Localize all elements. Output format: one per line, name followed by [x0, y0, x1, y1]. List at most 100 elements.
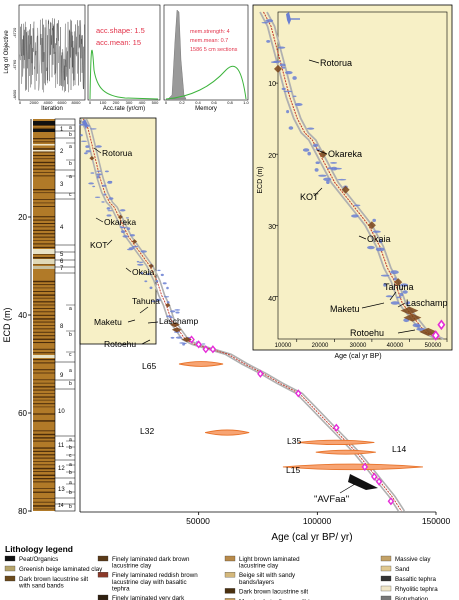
core-band	[33, 454, 55, 456]
core-band	[33, 342, 55, 344]
inset-radiocarbon-blob	[330, 166, 338, 171]
inset-radiocarbon-blob	[400, 283, 409, 287]
main-radiocarbon-blob	[166, 315, 173, 318]
main-model-mean	[82, 118, 402, 512]
main-top-blob	[82, 119, 88, 129]
main-radiocarbon-blob	[132, 245, 139, 248]
main-radiocarbon-blob	[166, 286, 169, 290]
legend-swatch	[4, 565, 16, 572]
legend-label: Dark brown lacustrine silt with sand band…	[18, 576, 88, 590]
avfaa-tephra-marker	[348, 474, 378, 490]
avfaa-arrow	[339, 483, 356, 494]
core-band	[33, 403, 55, 405]
main-radiocarbon-blob	[80, 134, 83, 137]
dated-layer-lens	[205, 429, 250, 436]
main-radiocarbon-blob	[94, 196, 101, 198]
core-band	[33, 420, 55, 422]
iteration-ylabel: Log of Objective	[4, 30, 10, 74]
core-marker-band	[33, 355, 55, 358]
inset-magenta-marker	[431, 330, 440, 341]
label-maketu: Maketu	[94, 317, 122, 327]
main-ytick-60: 60	[18, 409, 27, 418]
main-radiocarbon-blob	[96, 173, 102, 176]
main-radiocarbon-blob	[126, 227, 131, 231]
inset-xtick-30000: 30000	[350, 343, 367, 349]
inset-background	[252, 4, 453, 351]
main-plot: 50000 100000 150000 Age (cal yr BP/ yr) …	[79, 117, 450, 543]
subunit-a-13: a	[69, 480, 72, 486]
legend-items: Peat/Organics Greenish beige laminated cl…	[4, 555, 438, 600]
core-band	[33, 141, 55, 143]
label-rotoehu: Rotoehu	[104, 339, 136, 349]
dated-layer-lens	[315, 449, 376, 455]
main-radiocarbon-blob	[106, 207, 111, 210]
core-band	[33, 386, 55, 388]
accrate-xtick-4: 300	[126, 100, 133, 105]
core-band	[33, 406, 55, 408]
core-marker-band	[33, 121, 55, 125]
core-band	[33, 396, 55, 398]
iteration-ytick-3: -4720	[12, 27, 17, 38]
core-band	[33, 124, 55, 126]
core-band	[33, 192, 55, 194]
inset-tephra-marker	[403, 313, 422, 322]
inset-tephra-marker	[274, 64, 282, 73]
legend-swatch	[97, 572, 109, 578]
inset-label-laschamp: Laschamp	[406, 298, 448, 308]
main-radiocarbon-blob	[125, 217, 129, 219]
core-band	[33, 253, 55, 255]
subunit-labels: a b a b a c a b c a b a b c a b a b b	[69, 125, 72, 510]
subunit-b-2: b	[69, 161, 72, 167]
inset-xtick-50000: 50000	[425, 343, 442, 349]
core-band	[33, 498, 55, 500]
inset-radiocarbon-blob	[417, 324, 421, 328]
dated-layer-lens	[282, 463, 423, 471]
subunit-a-11: a	[69, 437, 72, 443]
core-band	[33, 379, 55, 381]
core-band	[33, 294, 55, 296]
memory-panel: mem.strength: 4 mem.mean: 0.7 1586 5 cm …	[163, 4, 250, 112]
core-band	[33, 328, 55, 330]
core-band	[33, 301, 55, 303]
avfaa-label: "AVFaa"	[314, 494, 349, 505]
core-band	[33, 488, 55, 489]
core-band	[33, 457, 55, 459]
core-band	[33, 382, 55, 384]
main-radiocarbon-blob	[96, 176, 100, 179]
subunit-a-12: a	[69, 462, 72, 468]
main-radiocarbon-blob	[162, 282, 167, 285]
core-band	[33, 263, 55, 265]
inset-radiocarbon-blob	[323, 177, 332, 181]
stratigraphic-column: ECD (m) 20 40 60 80 1 2 3 4 5 6 7 8 9 10…	[2, 118, 76, 516]
iteration-ytick-1: -4800	[12, 89, 17, 100]
core-band	[33, 165, 55, 167]
memory-sections-label: 1586 5 cm sections	[190, 47, 238, 53]
core-band	[33, 158, 55, 160]
core-band	[33, 505, 55, 507]
main-xtick-50000: 50000	[186, 516, 210, 526]
core-band	[33, 161, 55, 164]
accrate-xtick-5: 400	[139, 100, 146, 105]
core-band	[33, 321, 55, 323]
main-radiocarbon-blob	[96, 175, 100, 177]
inset-label-rotoehu: Rotoehu	[350, 328, 384, 338]
subunit-b-1: b	[69, 132, 72, 138]
main-magenta-marker	[333, 423, 340, 432]
core-band	[33, 280, 55, 283]
accrate-shape-label: acc.shape: 1.5	[96, 26, 145, 35]
main-magenta-marker	[387, 497, 395, 506]
main-radiocarbon-blob	[122, 235, 129, 238]
core-band	[33, 236, 55, 238]
unit-boundaries	[55, 124, 75, 505]
legend-label: Peat/Organics	[19, 556, 58, 563]
main-radiocarbon-blob	[101, 201, 105, 203]
inset-plot: ECD (m) 10 20 30 40 10000 20000 30000 40…	[252, 4, 453, 360]
main-label-arrows	[93, 147, 159, 345]
legend-label: Light brown laminated lacustrine clay	[239, 556, 300, 570]
inset-top-blob	[286, 12, 291, 25]
inset-radiocarbon-blob	[337, 178, 347, 181]
inset-radiocarbon-blob	[314, 168, 319, 172]
dated-layer-lens	[178, 361, 224, 367]
accrate-xtick-3: 200	[113, 100, 120, 105]
inset-radiocarbon-blob	[402, 290, 408, 294]
